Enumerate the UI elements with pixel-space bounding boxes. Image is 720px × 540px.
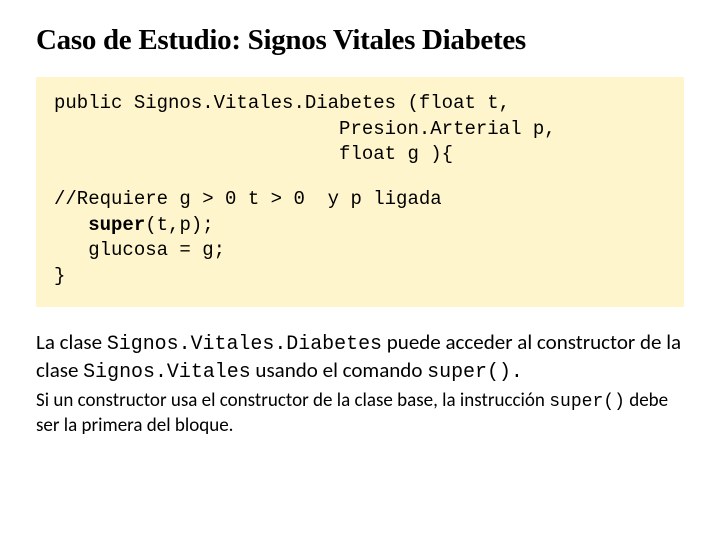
code-line-1: public Signos.Vitales.Diabetes (float t,	[54, 91, 666, 117]
code-block: public Signos.Vitales.Diabetes (float t,…	[36, 77, 684, 307]
p2-mono-1: super()	[549, 392, 625, 412]
code-indent	[54, 214, 88, 236]
code-line-7: }	[54, 264, 666, 290]
keyword-super: super	[88, 214, 145, 236]
p2-text-1: Si un constructor usa el constructor de …	[36, 389, 549, 412]
p1-text-1: La clase	[36, 329, 107, 355]
p1-mono-1: Signos.Vitales.Diabetes	[107, 332, 382, 355]
p1-mono-3: super().	[427, 360, 523, 383]
code-line-2: Presion.Arterial p,	[54, 117, 666, 143]
code-rest: (t,p);	[145, 214, 213, 236]
code-blank-1	[54, 168, 666, 187]
code-line-4: //Requiere g > 0 t > 0 y p ligada	[54, 187, 666, 213]
p1-mono-2: Signos.Vitales	[83, 360, 251, 383]
paragraph-2: Si un constructor usa el constructor de …	[36, 389, 684, 437]
code-line-3: float g ){	[54, 142, 666, 168]
p1-text-3: usando el comando	[251, 357, 427, 383]
paragraph-1: La clase Signos.Vitales.Diabetes puede a…	[36, 329, 684, 385]
page-title: Caso de Estudio: Signos Vitales Diabetes	[36, 24, 684, 57]
code-line-5: super(t,p);	[54, 213, 666, 239]
code-line-6: glucosa = g;	[54, 238, 666, 264]
